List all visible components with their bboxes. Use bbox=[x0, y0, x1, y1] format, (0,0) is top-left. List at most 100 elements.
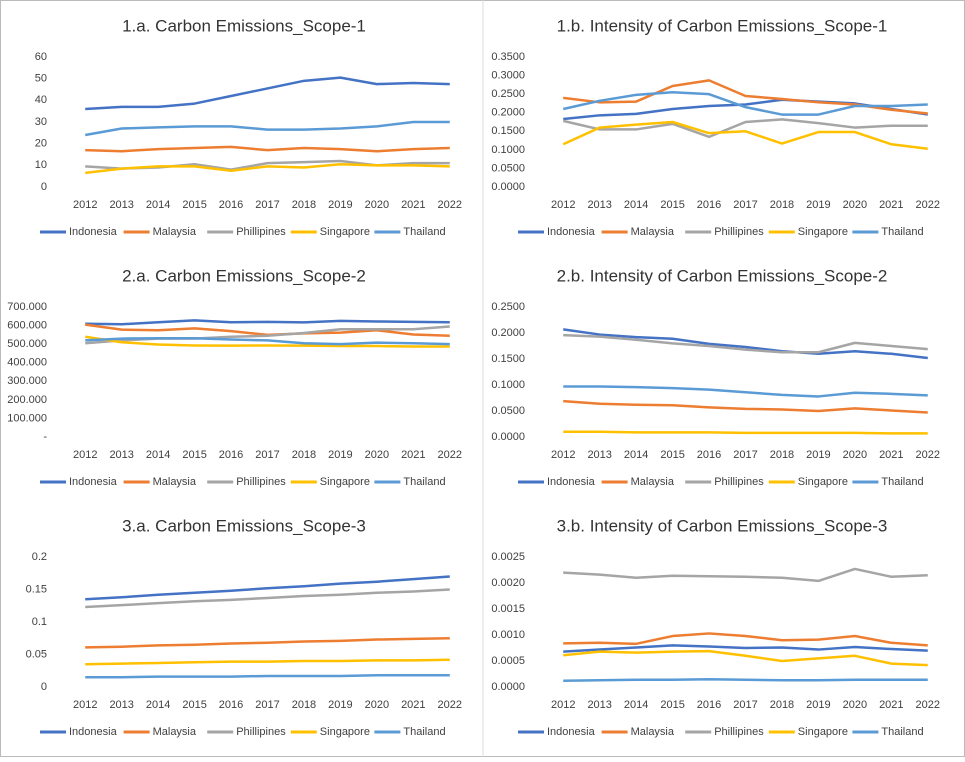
x-tick-label: 2022 bbox=[438, 699, 462, 711]
y-tick-label: 0.0010 bbox=[491, 629, 525, 641]
x-tick-label: 2020 bbox=[365, 699, 389, 711]
x-tick-label: 2021 bbox=[879, 199, 903, 211]
y-tick-label: 30 bbox=[35, 116, 47, 128]
series-line bbox=[563, 644, 928, 653]
legend-label: Malaysia bbox=[631, 226, 675, 238]
series-line bbox=[85, 575, 450, 601]
x-tick-label: 2018 bbox=[292, 449, 316, 461]
x-tick-label: 2014 bbox=[624, 199, 648, 211]
legend-label: Thailand bbox=[403, 226, 445, 238]
x-tick-label: 2020 bbox=[843, 449, 867, 461]
y-tick-label: 0.0005 bbox=[491, 655, 525, 667]
x-tick-label: 2013 bbox=[109, 449, 133, 461]
y-tick-label: 0.0500 bbox=[491, 405, 525, 417]
x-tick-label: 2021 bbox=[401, 449, 425, 461]
y-tick-label: 700.000 bbox=[7, 301, 47, 313]
legend-label: Indonesia bbox=[547, 226, 596, 238]
legend-label: Indonesia bbox=[547, 726, 596, 738]
y-tick-label: 0.15 bbox=[26, 583, 47, 595]
y-tick-label: 20 bbox=[35, 138, 47, 150]
x-tick-label: 2013 bbox=[587, 199, 611, 211]
x-tick-label: 2018 bbox=[770, 699, 794, 711]
y-tick-label: 0.0020 bbox=[491, 577, 525, 589]
series-line bbox=[85, 658, 450, 666]
legend-label: Thailand bbox=[881, 726, 923, 738]
series-line bbox=[563, 399, 928, 414]
x-tick-label: 2022 bbox=[916, 449, 940, 461]
legend-label: Thailand bbox=[403, 476, 445, 488]
legend-label: Thailand bbox=[403, 726, 445, 738]
legend-label: Singapore bbox=[798, 726, 848, 738]
x-tick-label: 2021 bbox=[401, 699, 425, 711]
series-line bbox=[562, 91, 928, 116]
y-tick-label: 60 bbox=[35, 51, 47, 63]
x-tick-label: 2016 bbox=[219, 699, 243, 711]
series-line bbox=[85, 588, 450, 609]
chart-title: 1.b. Intensity of Carbon Emissions_Scope… bbox=[557, 16, 888, 35]
x-tick-label: 2013 bbox=[109, 699, 133, 711]
y-tick-label: 0.3000 bbox=[491, 69, 525, 81]
x-tick-label: 2022 bbox=[438, 199, 462, 211]
y-tick-label: 0.0000 bbox=[491, 431, 525, 443]
legend-label: Singapore bbox=[798, 476, 848, 488]
y-tick-label: 0.1500 bbox=[491, 353, 525, 365]
y-tick-label: 0.0025 bbox=[491, 551, 525, 563]
legend-label: Malaysia bbox=[631, 726, 675, 738]
y-tick-label: 0 bbox=[41, 181, 47, 193]
legend-label: Singapore bbox=[320, 226, 370, 238]
x-tick-label: 2021 bbox=[401, 199, 425, 211]
legend-label: Indonesia bbox=[69, 476, 118, 488]
series-line bbox=[85, 76, 450, 111]
x-tick-label: 2016 bbox=[219, 199, 243, 211]
chart-title: 1.a. Carbon Emissions_Scope-1 bbox=[122, 16, 366, 35]
series-line bbox=[85, 120, 450, 137]
chart-title: 2.b. Intensity of Carbon Emissions_Scope… bbox=[557, 266, 888, 285]
x-tick-label: 2019 bbox=[806, 699, 830, 711]
y-tick-label: 0.3500 bbox=[491, 51, 525, 63]
x-tick-label: 2020 bbox=[365, 449, 389, 461]
x-tick-label: 2014 bbox=[146, 699, 170, 711]
series-line bbox=[563, 333, 928, 354]
x-tick-label: 2019 bbox=[328, 199, 352, 211]
x-tick-label: 2017 bbox=[255, 449, 279, 461]
y-tick-label: 0.2000 bbox=[491, 327, 525, 339]
x-tick-label: 2022 bbox=[438, 449, 462, 461]
x-tick-label: 2018 bbox=[770, 199, 794, 211]
legend-label: Singapore bbox=[320, 726, 370, 738]
y-tick-label: 0.2000 bbox=[491, 107, 525, 119]
x-tick-label: 2018 bbox=[292, 699, 316, 711]
legend-label: Malaysia bbox=[153, 226, 197, 238]
x-tick-label: 2016 bbox=[697, 699, 721, 711]
x-tick-label: 2017 bbox=[733, 449, 757, 461]
series-line bbox=[85, 674, 450, 679]
y-tick-label: 0.1000 bbox=[491, 144, 525, 156]
y-tick-label: 400.000 bbox=[7, 357, 47, 369]
y-tick-label: 200.000 bbox=[7, 394, 47, 406]
y-tick-label: 40 bbox=[35, 94, 47, 106]
series-line bbox=[85, 637, 450, 649]
series-line bbox=[85, 336, 450, 346]
y-tick-label: 300.000 bbox=[7, 375, 47, 387]
y-tick-label: 0.1 bbox=[32, 616, 47, 628]
x-tick-label: 2015 bbox=[182, 699, 206, 711]
x-tick-label: 2012 bbox=[551, 699, 575, 711]
legend-label: Singapore bbox=[798, 226, 848, 238]
series-line bbox=[562, 118, 928, 139]
x-tick-label: 2017 bbox=[255, 699, 279, 711]
x-tick-label: 2012 bbox=[73, 449, 97, 461]
x-tick-label: 2017 bbox=[733, 199, 757, 211]
x-tick-label: 2021 bbox=[879, 699, 903, 711]
x-tick-label: 2019 bbox=[328, 699, 352, 711]
series-line bbox=[563, 632, 928, 647]
x-tick-label: 2014 bbox=[146, 199, 170, 211]
y-tick-label: 0.0500 bbox=[491, 162, 525, 174]
series-line bbox=[85, 163, 450, 175]
series-line bbox=[563, 677, 928, 683]
legend-label: Phillipines bbox=[714, 226, 764, 238]
x-tick-label: 2019 bbox=[328, 449, 352, 461]
x-tick-label: 2015 bbox=[182, 449, 206, 461]
series-line bbox=[563, 385, 928, 398]
x-tick-label: 2014 bbox=[624, 449, 648, 461]
chart-title: 3.a. Carbon Emissions_Scope-3 bbox=[122, 516, 366, 535]
x-tick-label: 2012 bbox=[73, 699, 97, 711]
